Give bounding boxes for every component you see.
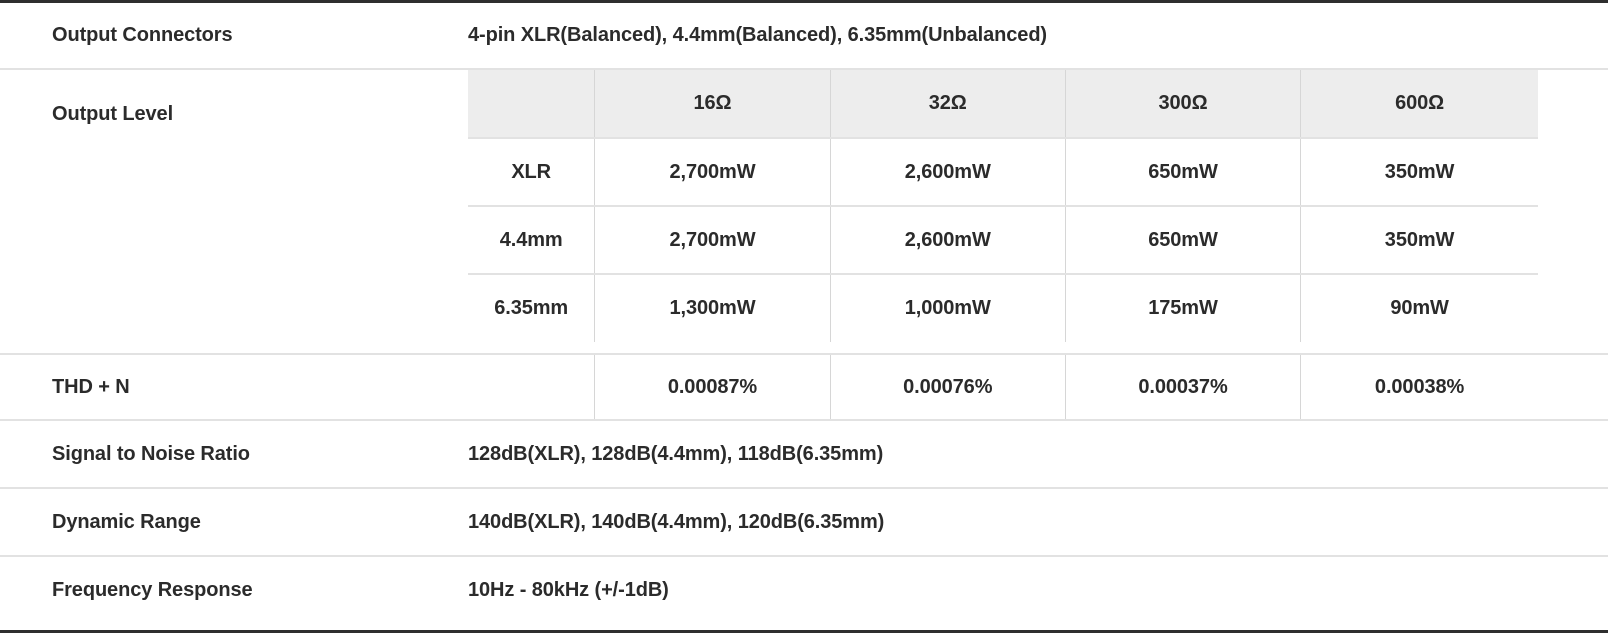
thd-cell: 0.00038% [1374,375,1465,398]
matrix-row-header: XLR [468,138,596,207]
spec-label-signal-to-noise-ratio: Signal to Noise Ratio [0,420,468,489]
spec-label-output-level: Output Level [0,69,468,355]
matrix-row-header: 6.35mm [468,274,596,342]
thd-cell: 0.00037% [1065,355,1302,419]
matrix-row: 4.4mm 2,700mW 2,600mW 650mW 350mW [468,206,1538,275]
spec-value-output-connectors: 4-pin XLR(Balanced), 4.4mm(Balanced), 6.… [468,3,1608,70]
spec-value-dynamic-range: 140dB(XLR), 140dB(4.4mm), 120dB(6.35mm) [468,488,1608,557]
spec-label-output-connectors: Output Connectors [0,3,468,70]
spec-value-signal-to-noise-ratio: 128dB(XLR), 128dB(4.4mm), 118dB(6.35mm) [468,420,1608,489]
thd-matrix-container: 0.00087% 0.00076% 0.00037% 0.00038% [468,354,1608,421]
matrix-cell: 650mW [1065,206,1302,275]
matrix-row-header: 4.4mm [468,206,596,275]
table-row: Dynamic Range 140dB(XLR), 140dB(4.4mm), … [0,488,1608,557]
matrix-column-header: 32Ω [830,70,1066,139]
thd-matrix: 0.00087% 0.00076% 0.00037% 0.00038% [468,355,1538,419]
thd-row-spacer [468,355,596,419]
matrix-cell: 175mW [1065,274,1302,342]
table-row: Frequency Response 10Hz - 80kHz (+/-1dB) [0,556,1608,624]
matrix-cell: 1,300mW [594,274,831,342]
matrix-cell: 2,700mW [594,138,831,207]
thd-cell: 0.00087% [594,355,831,419]
table-row: Signal to Noise Ratio 128dB(XLR), 128dB(… [0,420,1608,489]
matrix-column-header: 600Ω [1300,70,1538,139]
thd-cell: 0.00076% [830,355,1066,419]
matrix-cell: 2,600mW [830,206,1066,275]
matrix-row: 6.35mm 1,300mW 1,000mW 175mW 90mW [468,274,1538,342]
output-level-matrix-container: 16Ω 32Ω 300Ω 600Ω XLR 2,700mW 2,600mW [468,69,1608,355]
matrix-cell: 1,000mW [830,274,1066,342]
spec-label-thd-n: THD + N [0,354,468,421]
matrix-corner-cell [468,70,596,139]
matrix-cell: 350mW [1300,206,1538,275]
matrix-header-row: 16Ω 32Ω 300Ω 600Ω [468,70,1538,139]
spec-label-dynamic-range: Dynamic Range [0,488,468,557]
spec-label-frequency-response: Frequency Response [52,579,253,601]
matrix-row: XLR 2,700mW 2,600mW 650mW 350mW [468,138,1538,207]
table-row: THD + N 0.00087% 0.00076% 0.00037% [0,354,1608,421]
specification-table: Output Connectors 4-pin XLR(Balanced), 4… [0,3,1608,624]
table-row: Output Level 16Ω 32Ω 300Ω [0,69,1608,355]
matrix-cell: 2,600mW [830,138,1066,207]
spec-value-frequency-response: 10Hz - 80kHz (+/-1dB) [468,579,669,601]
matrix-column-header: 300Ω [1065,70,1302,139]
matrix-cell: 650mW [1065,138,1302,207]
matrix-cell: 90mW [1390,297,1449,319]
matrix-cell: 2,700mW [594,206,831,275]
matrix-row: 0.00087% 0.00076% 0.00037% 0.00038% [468,355,1538,419]
matrix-column-header: 16Ω [594,70,831,139]
output-level-matrix: 16Ω 32Ω 300Ω 600Ω XLR 2,700mW 2,600mW [468,70,1538,342]
table-row: Output Connectors 4-pin XLR(Balanced), 4… [0,3,1608,70]
matrix-cell: 350mW [1300,138,1538,207]
